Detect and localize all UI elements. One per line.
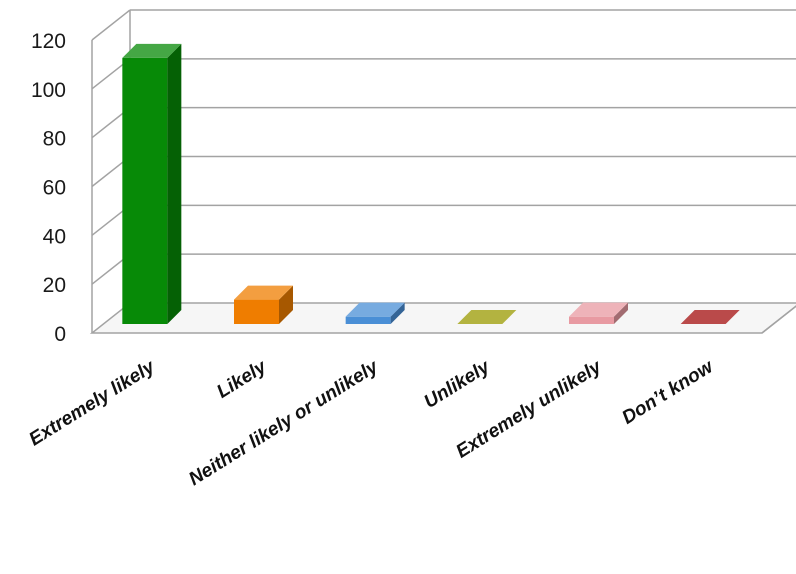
x-tick-label: Extremely likely: [26, 356, 160, 451]
floor-right-edge: [761, 305, 796, 334]
bar-front: [234, 299, 279, 324]
bar-top: [457, 310, 517, 324]
y-tick-label: 60: [43, 177, 66, 200]
bar-top: [345, 302, 405, 317]
bar-top: [569, 302, 628, 317]
gridline-diagonal: [91, 9, 131, 41]
y-tick-label: 40: [43, 225, 66, 248]
bar-side: [614, 302, 628, 324]
bar-top: [122, 43, 182, 58]
y-tick-label: 100: [31, 79, 66, 102]
bar: [122, 43, 182, 324]
gridlines: [91, 9, 796, 285]
bars: [122, 43, 740, 324]
bar-top: [680, 310, 740, 324]
y-tick-label: 120: [31, 30, 66, 53]
x-tick-label: Likely: [213, 356, 271, 403]
x-tick-label: Neither likely or unlikely: [185, 356, 383, 490]
bar-front: [569, 316, 614, 324]
bar-front: [122, 57, 168, 324]
y-tick-label: 0: [54, 323, 66, 346]
y-axis-ticks: 0 20 40 60 80 100 120: [31, 30, 66, 346]
y-tick-label: 20: [43, 274, 66, 297]
y-tick-label: 80: [43, 128, 66, 151]
bar: [457, 310, 517, 324]
bar-side: [390, 302, 405, 324]
bar-side: [279, 285, 293, 324]
x-tick-label: Don’t know: [619, 356, 718, 429]
bar-front: [345, 316, 391, 324]
bar: [569, 302, 628, 324]
bar: [234, 285, 293, 324]
x-tick-label: Unlikely: [421, 356, 495, 413]
bar: [680, 310, 740, 324]
bar: [345, 302, 405, 324]
bar-top: [234, 285, 293, 300]
bar-side: [167, 43, 182, 324]
